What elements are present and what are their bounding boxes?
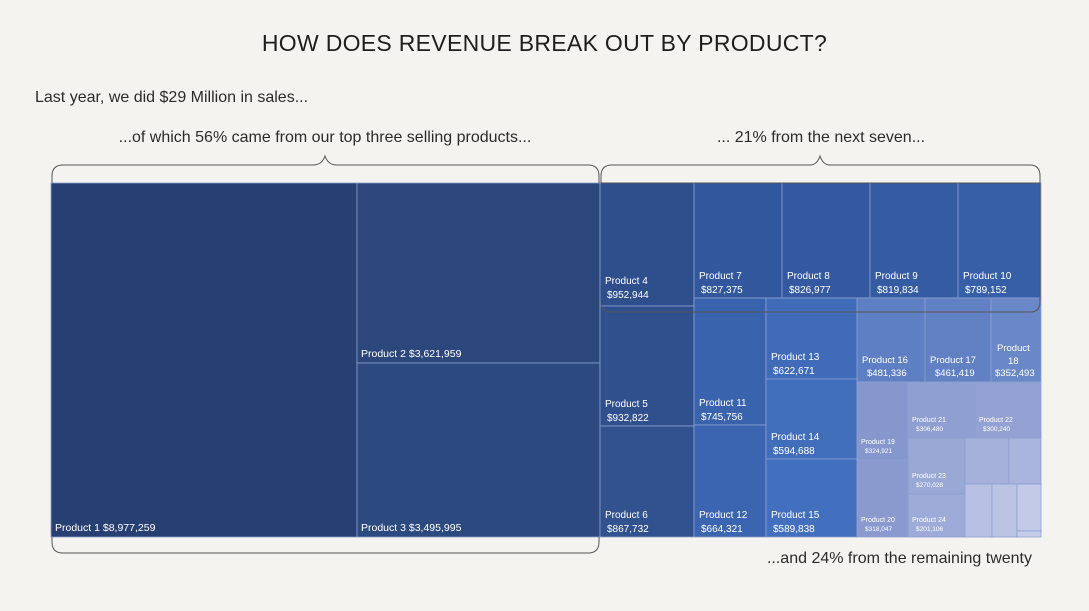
- annotation-top-three: ...of which 56% came from our top three …: [118, 129, 532, 146]
- cell-label-value: $481,336: [867, 368, 907, 379]
- cell-label-value: $270,028: [916, 482, 943, 489]
- cell-label-inline: Product 3 $3,495,995: [361, 522, 462, 534]
- cell-label-value: $352,493: [995, 368, 1035, 379]
- cell-label-inline: Product 2 $3,621,959: [361, 348, 462, 360]
- cell-label-value: $867,732: [607, 524, 649, 535]
- cell-label-name: Product 7: [699, 271, 742, 282]
- cell-label-name: Product 10: [963, 271, 1012, 282]
- cell-label-name: Product 21: [912, 417, 946, 424]
- cell-label-name: Product 16: [862, 355, 908, 366]
- cell-label-value: $594,688: [773, 446, 815, 457]
- treemap-cell: [599, 182, 695, 307]
- annotation-next-seven: ... 21% from the next seven...: [716, 129, 926, 146]
- cell-label-name: Product 9: [875, 271, 918, 282]
- cell-label-name: Product 8: [787, 271, 830, 282]
- cell-label-name: Product 20: [861, 517, 895, 524]
- cell-label-name: Product 17: [930, 355, 976, 366]
- treemap-cell: [781, 182, 871, 299]
- treemap-cell: [693, 424, 767, 538]
- treemap-cell: [964, 437, 1010, 485]
- chart-title: HOW DOES REVENUE BREAK OUT BY PRODUCT?: [261, 30, 828, 56]
- cell-label-name: Product 23: [912, 473, 946, 480]
- cell-label-value: $318,047: [865, 526, 892, 533]
- treemap-cell: [1016, 483, 1042, 532]
- cell-label-value: $300,240: [983, 426, 1010, 433]
- treemap-cell: [693, 297, 767, 426]
- cell-label-value: $324,921: [865, 448, 892, 455]
- cell-label-name: Product 5: [605, 399, 648, 410]
- cell-label-value: $932,822: [607, 413, 649, 424]
- annotation-remaining: ...and 24% from the remaining twenty: [766, 550, 1032, 567]
- cell-label-value: $826,977: [789, 285, 831, 296]
- brace-top-three: [51, 154, 600, 183]
- cell-label-value: $819,834: [877, 285, 919, 296]
- treemap-cell: [907, 381, 976, 439]
- cell-label-name: Product 19: [861, 439, 895, 446]
- cell-label-name: Product 6: [605, 510, 648, 521]
- cell-label-value: $745,756: [701, 412, 743, 423]
- cell-label-value: $622,671: [773, 366, 815, 377]
- cell-label-value: $589,838: [773, 524, 815, 535]
- cell-label-value: $306,480: [916, 426, 943, 433]
- treemap-cell: [765, 378, 858, 460]
- treemap-cell: [765, 458, 858, 538]
- cell-label-value: $461,419: [935, 368, 975, 379]
- cell-label-value: $664,321: [701, 524, 743, 535]
- cell-label-inline: Product 1 $8,977,259: [55, 522, 156, 534]
- intro-text: Last year, we did $29 Million in sales..…: [35, 89, 309, 106]
- cell-label-value: $789,152: [965, 285, 1007, 296]
- cell-label-value: $827,375: [701, 285, 743, 296]
- treemap-cell: [50, 182, 358, 538]
- treemap-cell: [991, 483, 1018, 538]
- cell-label-name: Product 13: [771, 352, 820, 363]
- cell-label-name: 18: [1008, 356, 1019, 367]
- treemap-cell: [856, 459, 909, 538]
- treemap-cell: [1008, 437, 1042, 485]
- treemap-cell: [356, 182, 601, 364]
- brace-top-three-bottom: [51, 537, 600, 554]
- cell-label-value: $201,106: [916, 526, 943, 533]
- treemap-cell: [957, 182, 1042, 299]
- treemap-cell: [356, 362, 601, 538]
- treemap-cell: [964, 483, 993, 538]
- cell-label-name: Product 14: [771, 432, 820, 443]
- cell-label-name: Product 4: [605, 276, 648, 287]
- cell-label-name: Product 15: [771, 510, 820, 521]
- treemap-cell: [1016, 530, 1042, 538]
- outline-next-seven: [600, 182, 1041, 313]
- cell-label-name: Product 24: [912, 517, 946, 524]
- cell-label-name: Product 11: [699, 398, 747, 409]
- cell-label-name: Product: [997, 343, 1030, 354]
- brace-next-seven: [600, 154, 1041, 183]
- cell-label-name: Product 22: [979, 417, 1013, 424]
- cell-label-value: $952,944: [607, 290, 649, 301]
- cell-label-name: Product 12: [699, 510, 748, 521]
